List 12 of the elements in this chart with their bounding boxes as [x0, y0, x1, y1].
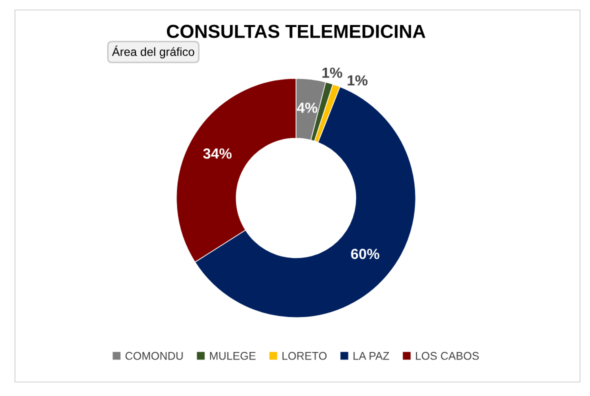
legend-label: MULEGE: [210, 352, 256, 360]
data-label: 4%: [296, 102, 318, 113]
legend-label: COMONDU: [126, 352, 183, 360]
legend-label: LOS CABOS: [416, 352, 479, 360]
data-label: 34%: [203, 148, 232, 159]
text: Área del gráfico: [112, 46, 194, 58]
data-label: 1%: [348, 75, 368, 86]
data-label: 60%: [351, 248, 380, 260]
legend-label: LORETO: [282, 352, 327, 360]
chart-title: CONSULTAS TELEMEDICINA: [166, 24, 426, 38]
legend-label: LA PAZ: [354, 352, 390, 360]
data-label: 1%: [322, 68, 342, 78]
